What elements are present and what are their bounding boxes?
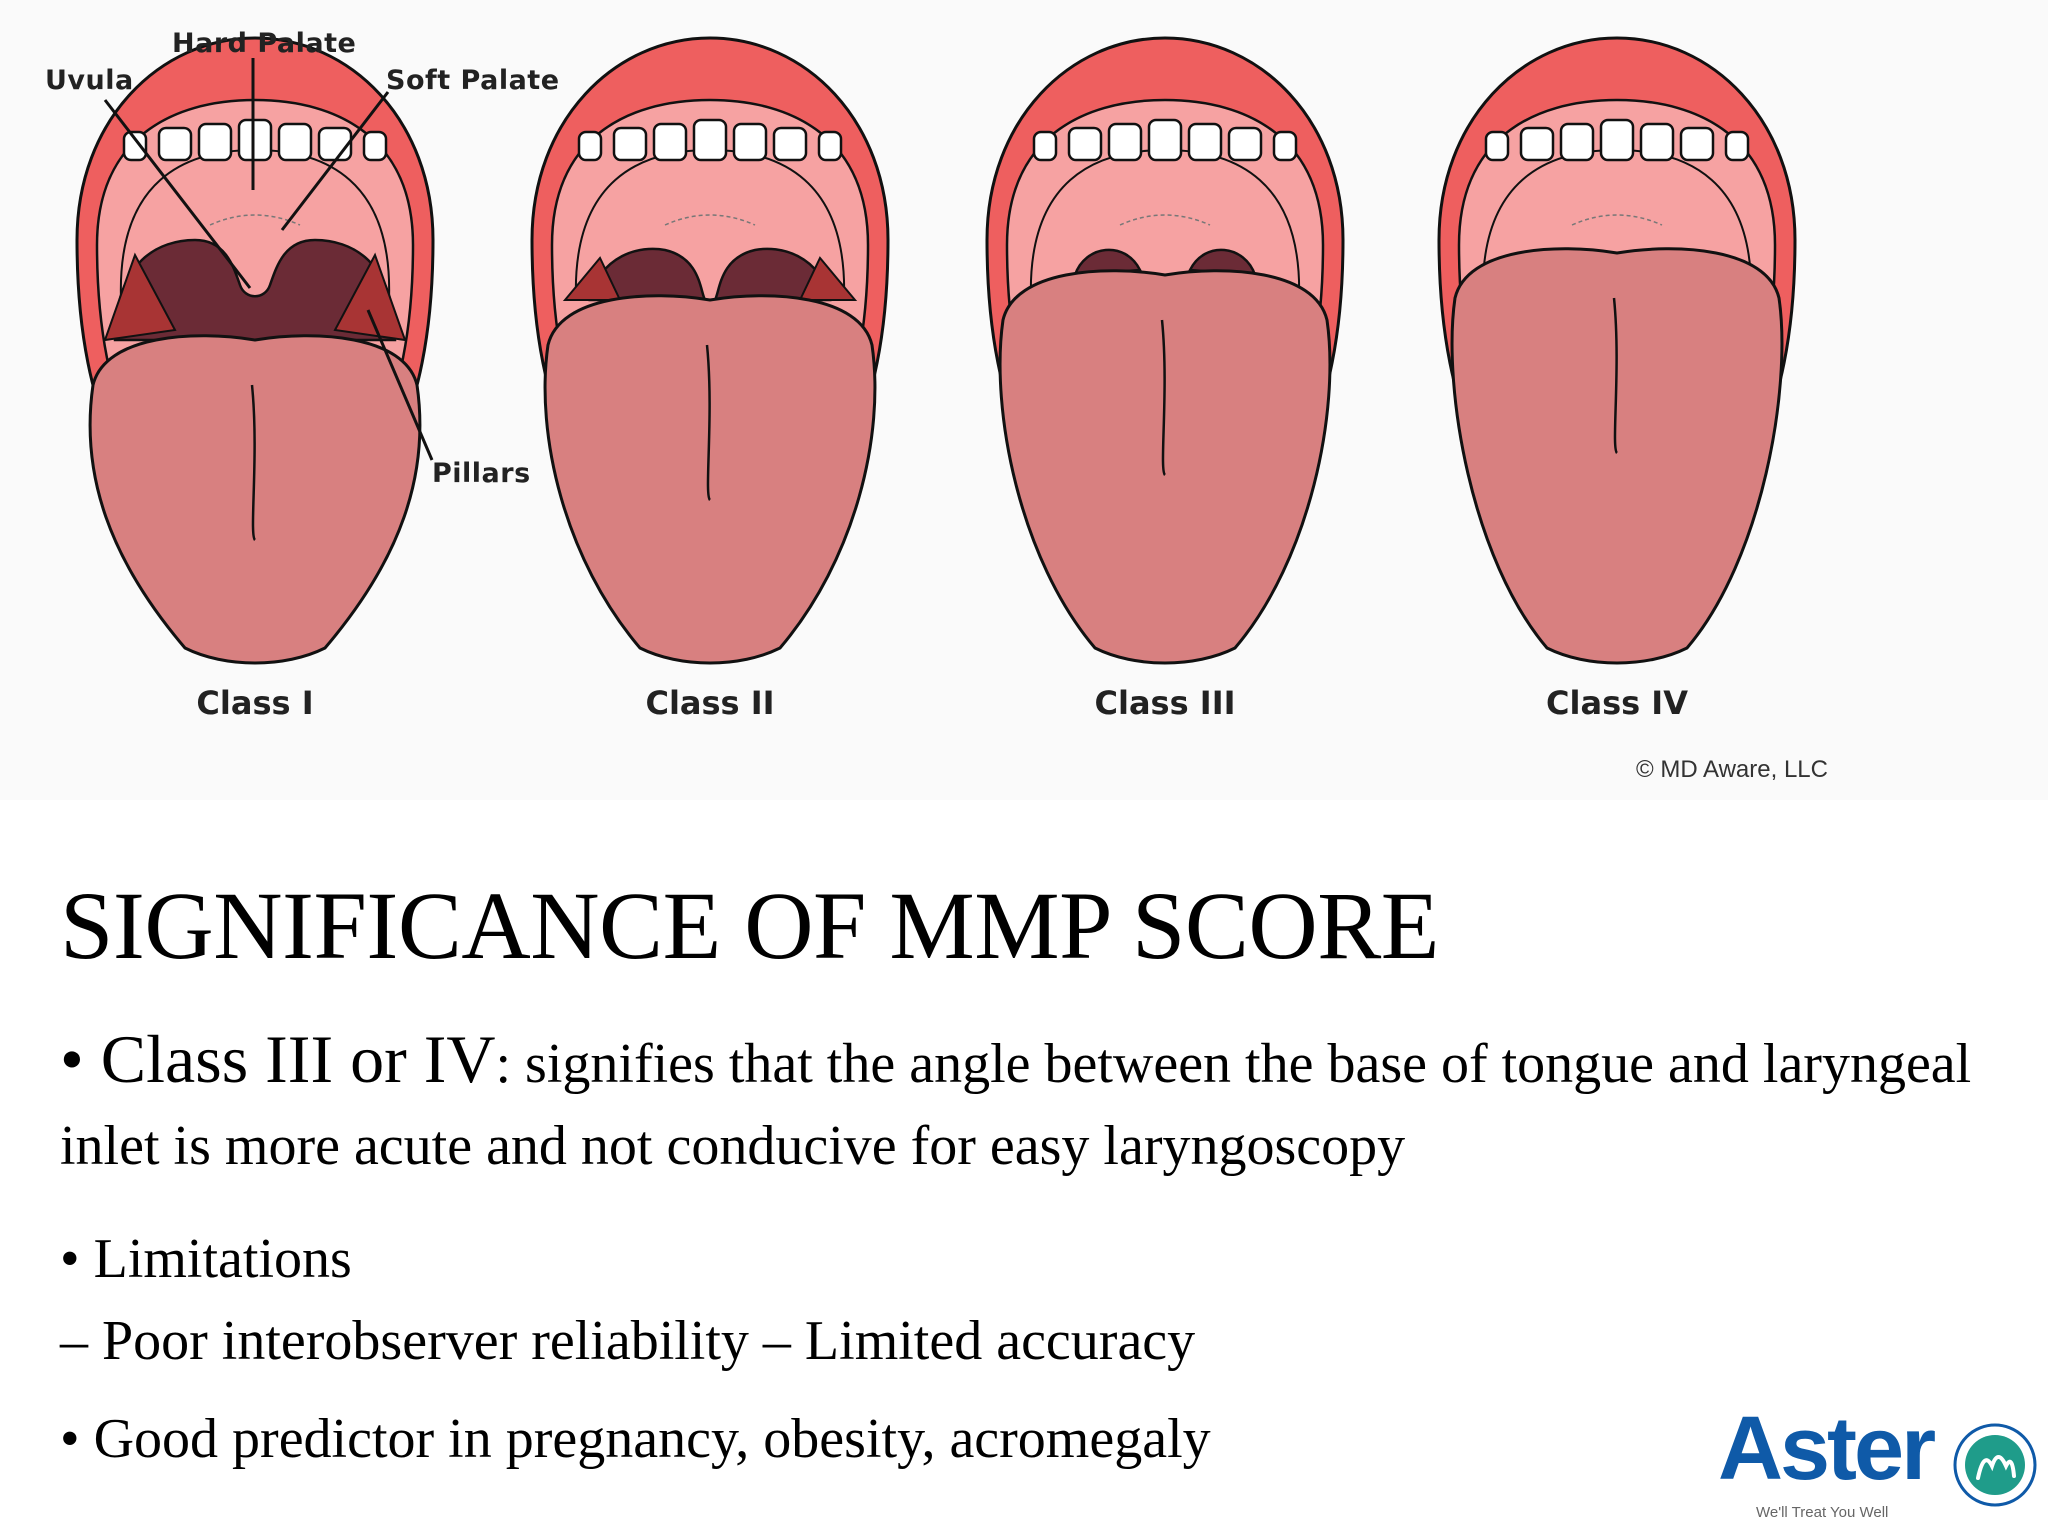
mouth-class-2 (530, 36, 890, 665)
bullet-lead: • Class III or IV (60, 1021, 496, 1097)
tooth (612, 126, 648, 162)
tooth (197, 122, 233, 162)
bullet-body: : signifies that the angle between the b… (60, 1033, 1972, 1177)
class-label-3: Class III (1094, 684, 1236, 722)
tooth (772, 126, 808, 162)
label-uvula: Uvula (45, 65, 134, 96)
pharynx-right (1188, 248, 1257, 277)
tooth (122, 130, 148, 162)
tongue (1450, 247, 1784, 665)
tooth (1032, 130, 1058, 162)
soft-palate-line (209, 214, 301, 226)
pharynx (113, 238, 397, 342)
tongue-midline (1612, 297, 1619, 454)
label-soft-palate: Soft Palate (386, 65, 560, 96)
class-label-1: Class I (196, 684, 314, 722)
tooth (1067, 126, 1103, 162)
upper-teeth (1032, 118, 1298, 162)
pillar-right (798, 256, 858, 301)
pillar-left (103, 252, 177, 342)
tongue-midline (705, 344, 712, 501)
upper-teeth (1484, 118, 1750, 162)
tongue-midline (1160, 319, 1167, 476)
bullet-predictor: • Good predictor in pregnancy, obesity, … (60, 1408, 1211, 1470)
aster-logo: Aster We'll Treat You Well (1718, 1404, 2043, 1535)
tooth (1724, 130, 1750, 162)
tooth (362, 130, 388, 162)
tongue (88, 334, 422, 665)
tooth (1147, 118, 1183, 162)
tooth (1559, 122, 1595, 162)
tooth (577, 130, 603, 162)
leader-uvula (103, 99, 252, 289)
aster-emblem-icon (1953, 1423, 2037, 1507)
tongue-midline (250, 384, 257, 541)
bullet-class-significance: • Class III or IV: signifies that the an… (60, 1018, 2010, 1187)
tooth (1272, 130, 1298, 162)
tooth (1639, 122, 1675, 162)
class-label-4: Class IV (1546, 684, 1688, 722)
soft-palate-line (664, 214, 756, 226)
soft-palate-line (1571, 214, 1663, 226)
label-pillars: Pillars (432, 458, 531, 489)
tooth (1599, 118, 1635, 162)
pharynx-left (1073, 248, 1142, 277)
leader-soft-palate (280, 91, 390, 231)
leader-pillars (366, 309, 434, 461)
tongue (998, 269, 1332, 665)
tooth (732, 122, 768, 162)
image-credit: © MD Aware, LLC (1636, 756, 1828, 783)
mouth-class-3 (985, 36, 1345, 665)
pillar-left (562, 256, 622, 301)
mouth-class-4 (1437, 36, 1797, 665)
logo-tagline: We'll Treat You Well (1756, 1504, 1889, 1521)
slide-title: SIGNIFICANCE OF MMP SCORE (60, 872, 1439, 979)
upper-teeth (577, 118, 843, 162)
tooth (652, 122, 688, 162)
tooth (1227, 126, 1263, 162)
tongue (543, 294, 877, 665)
tooth (157, 126, 193, 162)
tooth (817, 130, 843, 162)
logo-wordmark: Aster (1718, 1399, 1936, 1499)
tooth (277, 122, 313, 162)
limitations-detail: – Poor interobserver reliability – Limit… (60, 1310, 1196, 1372)
label-leaders (103, 58, 434, 461)
tooth (1679, 126, 1715, 162)
tooth (1484, 130, 1510, 162)
class-label-2: Class II (645, 684, 775, 722)
mallampati-illustration (75, 36, 1797, 665)
mallampati-figure: Hard Palate Uvula Soft Palate Pillars Cl… (45, 28, 1828, 783)
bullet-limitations: • Limitations (60, 1228, 352, 1290)
pillar-right (333, 252, 407, 342)
tooth (1107, 122, 1143, 162)
tooth (1519, 126, 1555, 162)
tooth (692, 118, 728, 162)
label-hard-palate: Hard Palate (172, 28, 357, 59)
soft-palate-line (1119, 214, 1211, 226)
tooth (237, 118, 273, 162)
tooth (1187, 122, 1223, 162)
